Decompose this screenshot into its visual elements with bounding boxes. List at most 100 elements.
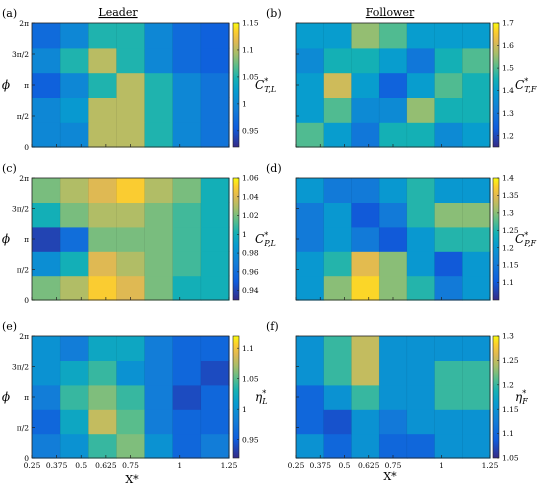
- heat-cell: [379, 72, 408, 98]
- y-tick-label: 3π/2: [12, 50, 29, 59]
- panel-e: (e)2π 3π/2 π π/2 0 ϕ 0.25 0.375 0.5 0.625 0.75 1 1.2…: [2, 320, 268, 470]
- heat-cell: [296, 47, 325, 74]
- heat-cell: [60, 275, 89, 301]
- heat-cell: [296, 384, 325, 410]
- colorbar-tick-label: 1: [242, 230, 247, 239]
- colorbar: [232, 335, 240, 459]
- colorbar-tick-label: 1.1: [502, 429, 514, 438]
- heat-cell: [406, 433, 436, 459]
- heat-cell: [406, 384, 436, 410]
- heat-cell: [144, 178, 174, 203]
- heat-cell: [323, 202, 353, 228]
- heat-cell: [434, 409, 463, 435]
- heat-cell: [200, 360, 230, 386]
- heat-cell: [434, 202, 463, 228]
- heat-cell: [32, 336, 61, 361]
- heat-cell: [406, 122, 436, 148]
- y-tick-label: 0: [24, 143, 29, 152]
- heat-cell: [296, 433, 325, 459]
- heat-cell: [351, 336, 380, 361]
- heat-cell: [434, 178, 463, 203]
- heat-cell: [323, 178, 353, 203]
- heat-cell: [172, 275, 202, 301]
- heat-cell: [351, 433, 380, 459]
- heat-cell: [379, 178, 408, 203]
- colorbar-tick-label: 1.6: [502, 41, 514, 50]
- x-tick-label: 0.5: [75, 461, 87, 470]
- col-title-follower: Follower: [366, 6, 415, 19]
- y-axis-label: ϕ: [2, 232, 10, 246]
- x-tick-label: 0.25: [24, 461, 41, 470]
- heat-cell: [406, 275, 436, 301]
- y-tick-label: 2π: [19, 174, 29, 183]
- colorbar-tick-label: 1.1: [502, 278, 514, 287]
- heat-cell: [351, 178, 380, 203]
- heat-cell: [434, 433, 463, 459]
- heat-cell: [200, 251, 230, 277]
- heat-cell: [406, 226, 436, 252]
- heat-cell: [200, 122, 230, 148]
- heat-cell: [462, 360, 491, 386]
- heat-cell: [88, 275, 118, 301]
- panel-a: (a)2π 3π/2 π π/2 0 ϕ 1.15 1.1 1.05 1 0.95 C* T,L: [2, 7, 276, 152]
- heat-cell: [351, 251, 380, 277]
- x-tick-label: 0.5: [339, 461, 351, 470]
- heat-cell: [462, 47, 491, 74]
- y-tick-label: π: [24, 393, 29, 402]
- x-tick-label: 1.25: [482, 461, 499, 470]
- colorbar-tick-label: 1.4: [502, 174, 514, 183]
- heat-cell: [60, 336, 89, 361]
- panel-c: (c)2π 3π/2 π π/2 0 ϕ 1.06 1.04 1.02 1 0.98 0.96 0.94…: [2, 162, 276, 305]
- colorbar-tick-label: 0.94: [242, 286, 259, 295]
- colorbar-tick-label: 1.15: [502, 405, 519, 414]
- y-tick-label: π/2: [17, 424, 29, 433]
- heat-cell: [296, 97, 325, 123]
- heat-cell: [60, 226, 89, 252]
- heat-cell: [434, 336, 463, 361]
- heat-cell: [462, 202, 491, 228]
- heat-cell: [32, 251, 61, 277]
- heat-cell: [32, 23, 61, 49]
- heat-cell: [462, 433, 491, 459]
- heat-cell: [144, 72, 174, 98]
- heat-cell: [60, 251, 89, 277]
- heat-cell: [406, 336, 436, 361]
- heat-cell: [462, 384, 491, 410]
- heat-cell: [462, 251, 491, 277]
- colorbar-tick-label: 1.04: [242, 192, 259, 201]
- colorbar-tick-label: 1.1: [242, 46, 254, 55]
- heat-cell: [406, 251, 436, 277]
- colorbar-label: C* P,F: [515, 231, 536, 248]
- heat-cell: [172, 226, 202, 252]
- heat-cell: [462, 178, 491, 203]
- colorbar-tick-label: 0.95: [242, 126, 259, 135]
- colorbar-tick-label: 1.2: [502, 131, 514, 140]
- heat-cell: [296, 202, 325, 228]
- panel-label: (c): [2, 162, 17, 175]
- heat-cell: [88, 360, 118, 386]
- heat-cell: [200, 202, 230, 228]
- heat-cell: [462, 226, 491, 252]
- heat-cell: [434, 47, 463, 74]
- y-axis-label: ϕ: [2, 78, 10, 92]
- heat-cell: [88, 23, 118, 49]
- y-tick-label: 0: [24, 454, 29, 463]
- colorbar-tick-label: 1.4: [502, 86, 514, 95]
- heat-cell: [88, 226, 118, 252]
- y-tick-label: 0: [24, 296, 29, 305]
- colorbar-label: C* P,L: [255, 231, 276, 248]
- heat-cell: [296, 409, 325, 435]
- heat-cell: [172, 384, 202, 410]
- heat-cell: [172, 47, 202, 74]
- heat-cell: [88, 122, 118, 148]
- heat-cell: [116, 122, 146, 148]
- heat-cell: [323, 433, 353, 459]
- heat-cell: [323, 72, 353, 98]
- heat-cell: [172, 202, 202, 228]
- x-tick-label: 0.25: [288, 461, 305, 470]
- colorbar-tick-label: 1.06: [242, 174, 259, 183]
- panel-f: (f) 0.25 0.375 0.5 0.625 0.75 1 1.25 1.3 1.25 1.2 1…: [266, 320, 528, 470]
- colorbar: [492, 177, 500, 301]
- x-tick-label: 0.625: [95, 461, 117, 470]
- heat-cell: [144, 202, 174, 228]
